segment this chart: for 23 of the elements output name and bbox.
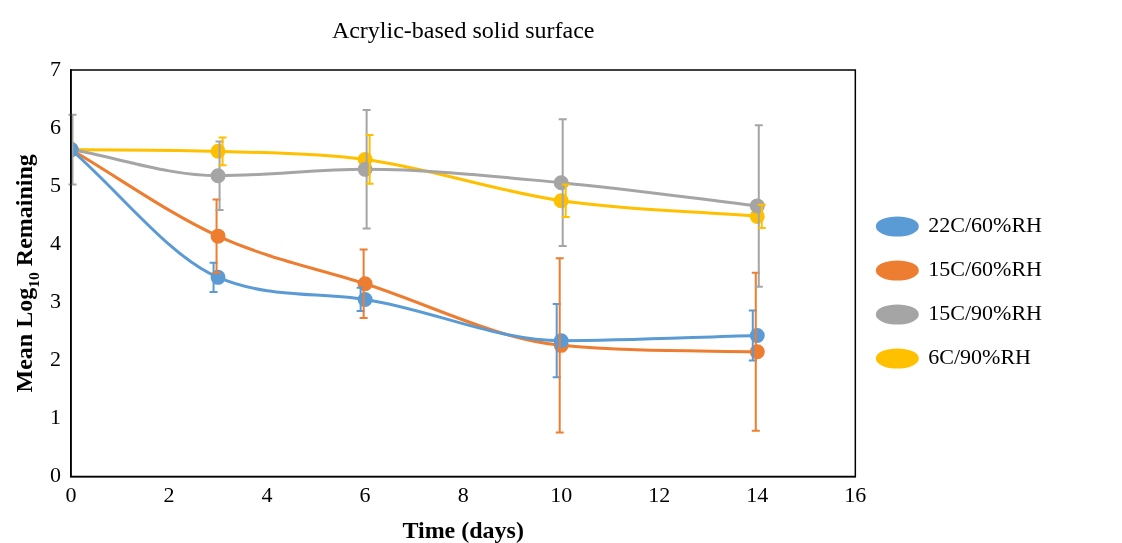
x-tick-label: 4 bbox=[261, 481, 273, 507]
y-axis-title: Mean Log10 Remaining bbox=[11, 154, 43, 393]
x-tick-label: 12 bbox=[648, 481, 671, 507]
legend-label: 15C/90%RH bbox=[928, 300, 1043, 326]
x-tick-label: 10 bbox=[550, 481, 573, 507]
y-tick-label: 4 bbox=[50, 230, 61, 256]
y-tick-label: 3 bbox=[50, 288, 61, 314]
y-tick-label: 1 bbox=[50, 404, 61, 430]
y-tick-label: 0 bbox=[50, 462, 61, 488]
y-tick-label: 6 bbox=[50, 113, 61, 139]
x-tick-label: 14 bbox=[746, 481, 769, 507]
x-tick-label: 2 bbox=[163, 481, 175, 507]
legend-label: 6C/90%RH bbox=[928, 344, 1032, 370]
legend-label: 22C/60%RH bbox=[928, 212, 1043, 238]
y-tick-label: 5 bbox=[50, 171, 61, 197]
y-tick-label: 7 bbox=[50, 55, 61, 81]
x-tick-label: 16 bbox=[844, 481, 867, 507]
legend-label: 15C/60%RH bbox=[928, 256, 1043, 282]
x-tick-label: 8 bbox=[457, 481, 469, 507]
x-tick-label: 6 bbox=[359, 481, 371, 507]
y-tick-label: 2 bbox=[50, 346, 61, 372]
chart-title: Acrylic-based solid surface bbox=[331, 17, 595, 43]
x-axis-title: Time (days) bbox=[402, 517, 524, 543]
